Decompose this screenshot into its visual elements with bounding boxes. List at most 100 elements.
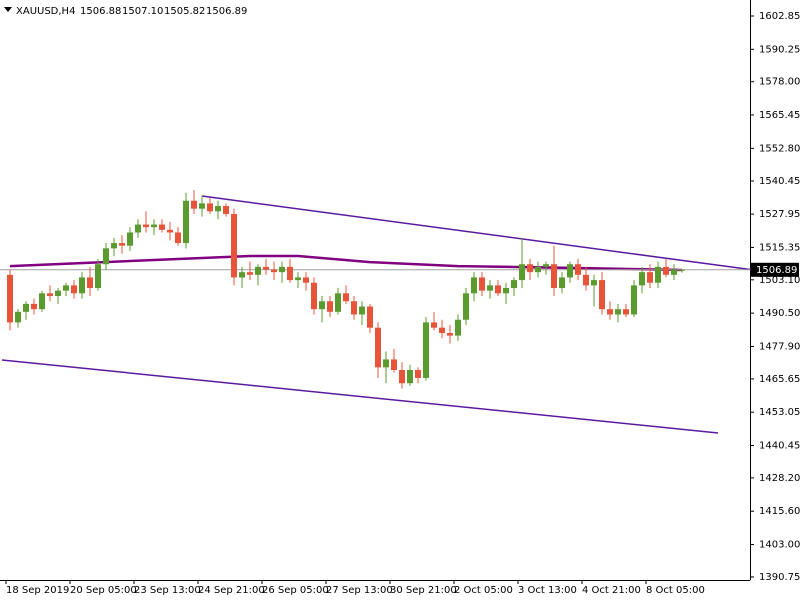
candle-body [511,280,517,289]
header-arrow [4,7,12,12]
candle-body [47,293,53,296]
x-tick-label: 26 Sep 05:00 [262,585,329,596]
candle-body [527,264,533,273]
candle-body [607,309,613,315]
candle-body [287,266,293,281]
candle-body [111,243,117,249]
y-tick-label: 1477.90 [759,341,800,352]
candle-body [431,322,437,328]
candle-body [215,206,221,212]
candle-body [119,243,125,246]
candle-body [183,200,189,244]
y-tick-label: 1440.45 [759,441,800,452]
candle-body [503,288,509,294]
candle-body [271,269,277,273]
candle-body [135,224,141,233]
y-tick-label: 1390.75 [759,572,800,583]
y-tick-label: 1453.05 [759,407,800,418]
y-tick-label: 1503.10 [759,275,800,286]
candle-body [151,224,157,228]
candle-body [15,311,21,323]
header-text: 1506.88 [80,6,121,17]
candle-body [471,277,477,294]
candle-body [575,264,581,275]
candle-body [423,322,429,378]
candle-body [295,277,301,281]
candle-body [39,293,45,310]
candle-body [455,319,461,336]
x-tick-label: 3 Oct 13:00 [518,585,577,596]
x-tick-label: 8 Oct 05:00 [646,585,705,596]
candle-body [191,200,197,209]
price-label: 1506.89 [756,265,797,276]
y-tick-label: 1403.00 [759,540,800,551]
candle-body [543,264,549,267]
candle-body [167,229,173,233]
candle-body [319,301,325,310]
candle-body [583,274,589,286]
candle-body [599,280,605,310]
header-text: 1505.82 [164,6,205,17]
x-tick-label: 24 Sep 21:00 [198,585,265,596]
candle-body [55,290,61,296]
candle-body [535,266,541,273]
candle-body [7,274,13,323]
header-text: XAUUSD,H4 [16,6,75,17]
candle-body [351,301,357,315]
candle-body [143,224,149,228]
candle-body [447,332,453,336]
y-tick-label: 1552.80 [759,143,800,154]
header-text: 1507.10 [122,6,163,17]
candle-body [399,370,405,384]
candle-body [671,269,677,275]
y-tick-label: 1540.45 [759,176,800,187]
candle-body [591,280,597,286]
candle-body [239,272,245,278]
x-tick-label: 20 Sep 05:00 [70,585,137,596]
candle-body [255,266,261,275]
price-label-box [751,262,799,277]
candle-body [415,370,421,378]
candle-body [679,269,685,271]
candle-body [647,272,653,283]
candle-body [463,293,469,320]
candle-body [407,370,413,384]
candle-body [231,213,237,278]
candle-body [559,277,565,289]
y-tick-label: 1602.85 [759,11,800,22]
y-tick-label: 1578.00 [759,77,800,88]
candle-body [391,359,397,371]
candle-body [23,303,29,312]
candle-body [95,264,101,289]
candle-body [495,285,501,294]
candle-body [367,306,373,328]
candle-body [335,293,341,312]
candle-body [207,203,213,212]
candle-body [343,293,349,302]
candle-body [383,359,389,368]
y-tick-label: 1527.95 [759,209,800,220]
candle-body [519,264,525,281]
candle-body [87,277,93,289]
y-tick-label: 1490.50 [759,308,800,319]
candle-body [615,309,621,315]
candle-body [327,301,333,312]
candle-body [263,266,269,270]
candle-body [199,203,205,209]
x-tick-label: 27 Sep 13:00 [326,585,393,596]
y-tick-label: 1590.25 [759,44,800,55]
indicator-line [1,359,719,434]
candle-body [63,285,69,291]
candle-body [631,285,637,315]
y-tick-label: 1428.20 [759,473,800,484]
candle-body [623,309,629,315]
candle-body [247,272,253,275]
candle-body [439,327,445,333]
candle-body [359,306,365,315]
candle-body [127,232,133,246]
candle-body [551,264,557,289]
x-tick-label: 2 Oct 05:00 [454,585,513,596]
